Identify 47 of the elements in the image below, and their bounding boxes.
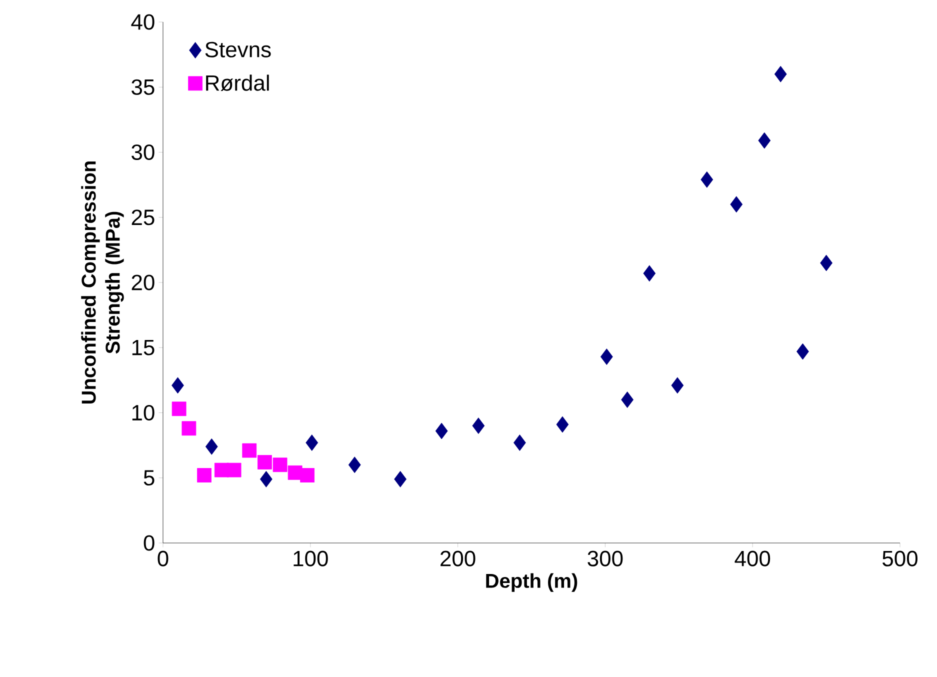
x-tick-label: 300 [588,550,623,566]
point [258,455,272,470]
point [348,456,361,474]
point [435,422,448,440]
point [671,377,684,394]
point [300,468,315,482]
point [226,462,242,478]
legend-label: Rørdal [206,74,269,92]
point [730,196,743,213]
point [272,458,288,472]
y-tick-label: 15 [132,340,154,356]
point [514,434,526,451]
point [600,348,613,365]
point [621,392,634,408]
point [394,470,407,488]
x-tick-label: 400 [734,550,770,566]
x-tick-label: 0 [158,550,168,566]
y-tick-label: 40 [131,14,154,30]
point [260,470,272,488]
y-tick-label: 0 [144,535,154,551]
y-tick-label: 20 [132,274,154,290]
point [643,265,656,282]
point [774,66,787,82]
legend-label: Stevns [205,42,271,58]
x-tick-label: 500 [882,550,918,566]
x-tick-label: 100 [294,550,328,566]
point [306,434,318,451]
point [820,254,832,272]
point [182,421,196,436]
point [197,468,212,482]
point [472,418,485,434]
point [242,443,257,458]
y-tick-label: 30 [132,144,154,160]
point [758,132,771,149]
y-tick-label: 25 [132,210,154,226]
x-tick-label: 200 [440,550,476,566]
point [172,377,184,394]
y-tick-label: 10 [132,404,154,421]
y-tick-label: 5 [144,470,154,486]
point [700,171,714,188]
point [556,416,569,433]
point [205,438,218,455]
x-axis-title: Depth (m) [486,573,578,592]
y-axis-title: Unconfined Compression Strength (MPa) [81,162,124,404]
y-tick-label: 35 [132,79,154,95]
point [796,343,809,360]
point [172,402,186,416]
